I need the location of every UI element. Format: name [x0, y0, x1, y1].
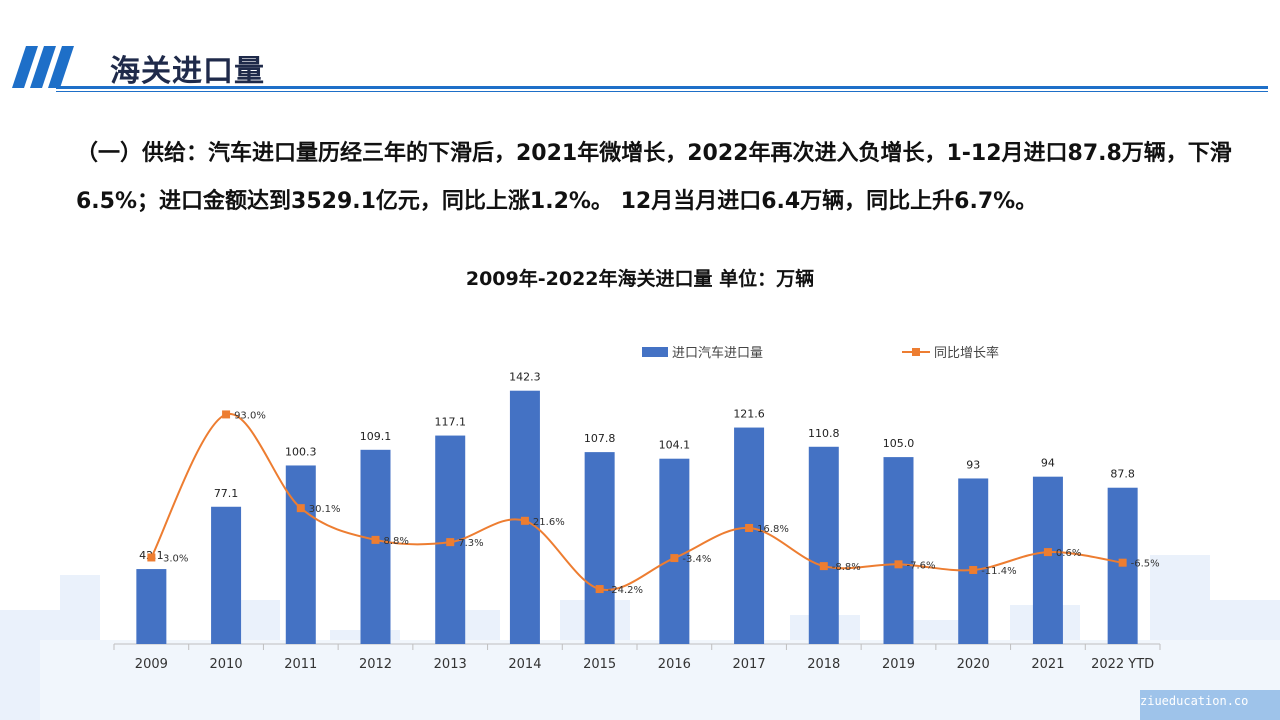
bar-value-label: 104.1	[659, 439, 691, 452]
growth-rate-point	[595, 585, 604, 594]
bar	[285, 465, 316, 644]
growth-rate-label: -8.8%	[832, 562, 861, 573]
legend-line-label: 同比增长率	[934, 345, 999, 361]
bar-value-label: 87.8	[1110, 468, 1135, 481]
growth-rate-label: 21.6%	[533, 517, 565, 528]
legend-bar-swatch	[642, 347, 668, 357]
bar	[1032, 476, 1063, 644]
growth-rate-label: 16.8%	[757, 524, 789, 535]
growth-rate-label: 0.6%	[1056, 548, 1081, 559]
x-tick-label: 2016	[658, 657, 691, 672]
chart-title: 2009年-2022年海关进口量 单位：万辆	[465, 268, 815, 290]
bar	[808, 446, 839, 644]
growth-rate-point	[222, 410, 231, 419]
growth-rate-point	[147, 553, 156, 562]
growth-rate-point	[819, 562, 828, 571]
x-tick-label: 2020	[957, 657, 990, 672]
bar	[136, 569, 167, 644]
bar	[584, 452, 615, 644]
bar	[958, 478, 989, 644]
page-title: 海关进口量	[110, 54, 265, 89]
bar	[360, 449, 391, 644]
x-tick-label: 2018	[807, 657, 840, 672]
growth-rate-point	[520, 516, 529, 525]
bar-value-label: 105.0	[883, 437, 915, 450]
stripes-logo-icon	[12, 46, 74, 88]
x-tick-label: 2021	[1031, 657, 1064, 672]
x-tick-label: 2010	[210, 657, 243, 672]
growth-rate-point	[670, 554, 679, 563]
bar	[883, 457, 914, 644]
bar	[659, 458, 690, 644]
growth-rate-label: 7.3%	[458, 538, 483, 549]
growth-rate-label: -11.4%	[981, 566, 1016, 577]
watermark: ziueducation.co	[1140, 694, 1249, 708]
x-tick-label: 2009	[135, 657, 168, 672]
bar-value-label: 107.8	[584, 432, 616, 445]
bar-value-label: 100.3	[285, 445, 317, 458]
bar	[734, 427, 765, 644]
growth-rate-label: 8.8%	[384, 536, 409, 547]
growth-rate-point	[1043, 548, 1052, 557]
legend-line-marker	[912, 348, 920, 356]
page-header: 海关进口量	[0, 0, 1280, 100]
growth-rate-label: -7.6%	[907, 560, 936, 571]
growth-rate-point	[1118, 558, 1127, 567]
bar-value-label: 93	[966, 458, 980, 471]
growth-rate-point	[745, 523, 754, 532]
x-tick-label: 2013	[434, 657, 467, 672]
x-tick-label: 2011	[284, 657, 317, 672]
growth-rate-point	[446, 538, 455, 547]
legend-bar-label: 进口汽车进口量	[672, 345, 763, 361]
growth-rate-label: 93.0%	[234, 410, 266, 421]
growth-rate-label: -3.0%	[159, 553, 188, 564]
intro-paragraph: （一）供给：汽车进口量历经三年的下滑后，2021年微增长，2022年再次进入负增…	[76, 141, 1232, 214]
growth-rate-label: -3.4%	[682, 554, 711, 565]
x-tick-label: 2017	[733, 657, 766, 672]
bar-value-label: 94	[1041, 457, 1055, 470]
bar	[211, 506, 242, 644]
bar-value-label: 110.8	[808, 427, 840, 440]
bar-value-label: 109.1	[360, 430, 392, 443]
bar-value-label: 142.3	[509, 371, 541, 384]
growth-rate-point	[371, 535, 380, 544]
growth-rate-label: 30.1%	[309, 504, 341, 515]
growth-rate-point	[894, 560, 903, 569]
header-rule-thin	[56, 91, 1268, 92]
growth-rate-label: -6.5%	[1131, 559, 1160, 570]
x-tick-label: 2019	[882, 657, 915, 672]
header-rule	[56, 86, 1268, 89]
bar-value-label: 117.1	[434, 416, 466, 429]
growth-rate-label: -24.2%	[608, 585, 643, 596]
bar-value-label: 121.6	[733, 408, 765, 421]
x-tick-label: 2012	[359, 657, 392, 672]
x-tick-label: 2015	[583, 657, 616, 672]
growth-rate-point	[296, 504, 305, 513]
x-tick-label: 2022 YTD	[1091, 657, 1154, 672]
x-tick-label: 2014	[508, 657, 541, 672]
growth-rate-point	[969, 565, 978, 574]
bar-value-label: 77.1	[214, 487, 239, 500]
